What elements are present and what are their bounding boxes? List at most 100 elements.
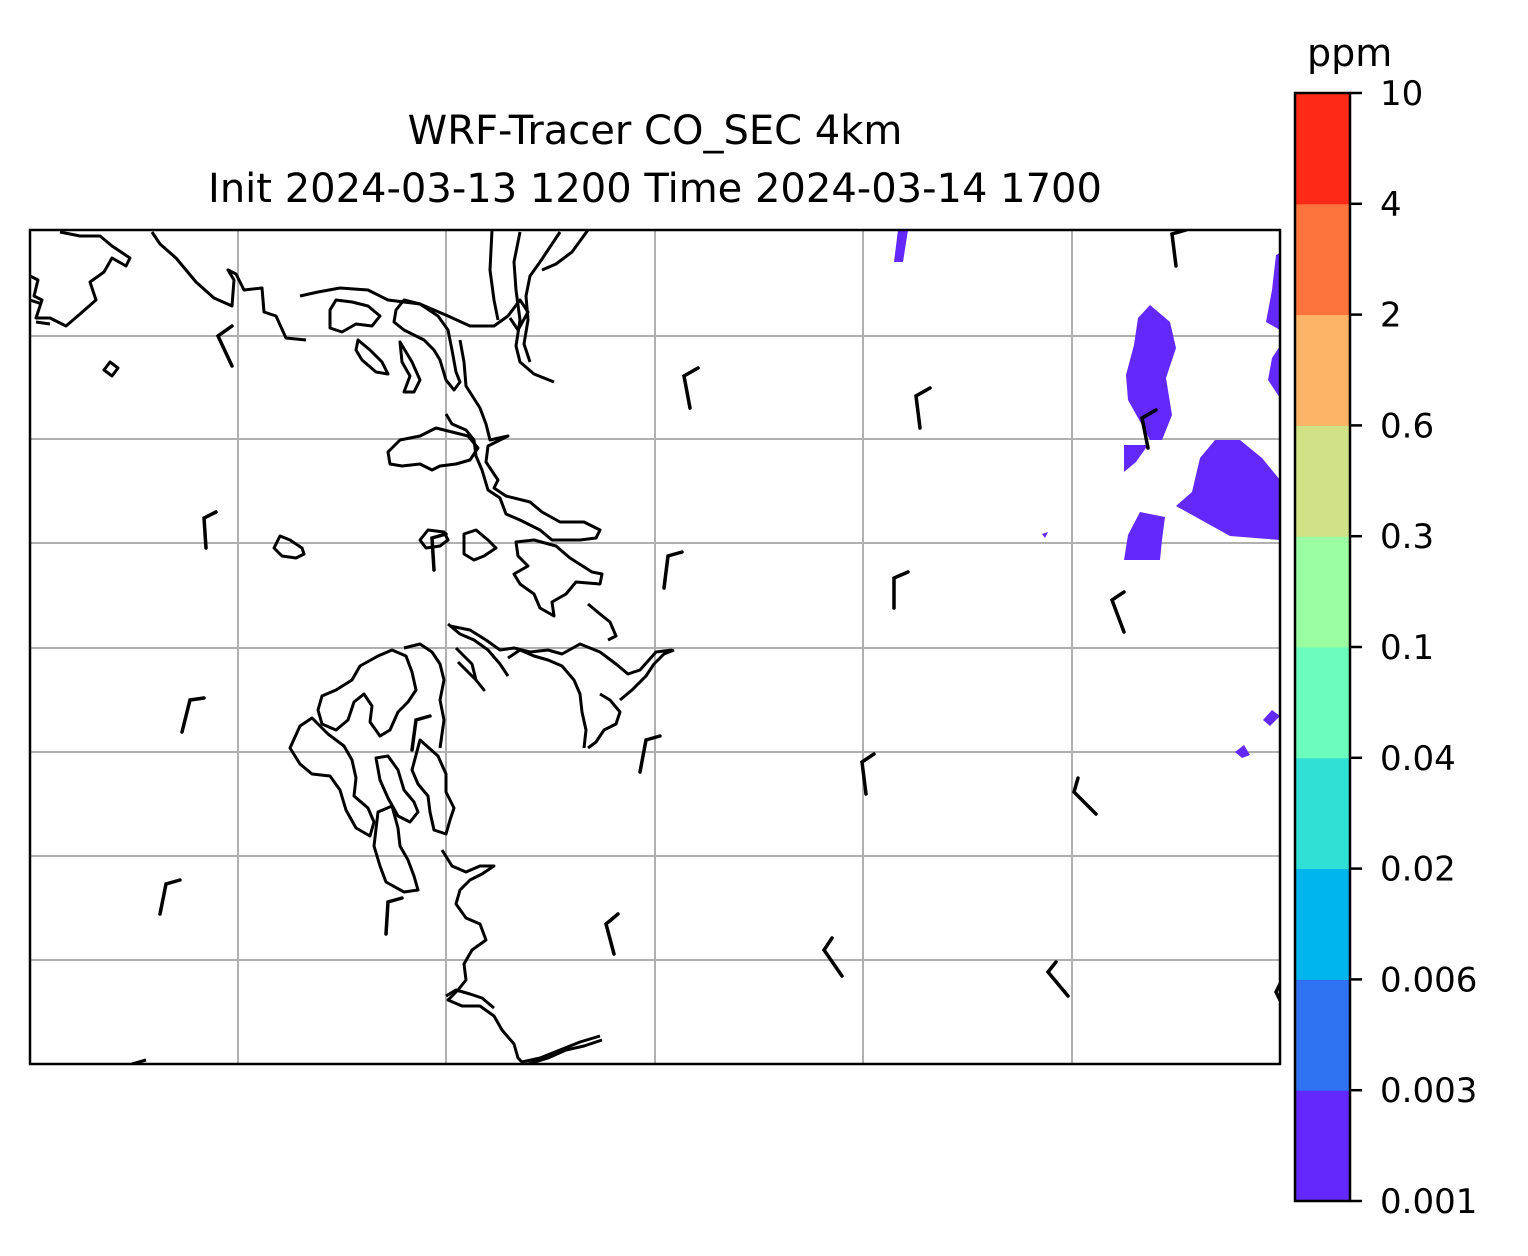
wind-barb [158, 878, 182, 916]
coastline [527, 1038, 603, 1064]
colorbar-segment [1295, 1090, 1350, 1202]
wind-barb [638, 734, 662, 774]
coastline [35, 320, 51, 326]
coastline [418, 528, 450, 550]
tracer-patch [1126, 305, 1176, 440]
wind-barb [604, 912, 620, 956]
colorbar-tick-label: 0.006 [1380, 960, 1477, 1000]
wind-barb [180, 696, 206, 734]
coastline [374, 754, 420, 824]
tracer-patch [1235, 745, 1250, 758]
coastline [447, 622, 510, 677]
coastline [392, 298, 462, 392]
colorbar-tick-label: 2 [1380, 296, 1402, 336]
colorbar-segment [1295, 203, 1350, 316]
tracer-fill [894, 230, 1280, 758]
coastline [403, 642, 446, 749]
wind-barb [1170, 230, 1188, 268]
coastline [386, 426, 480, 472]
coastline [619, 648, 675, 702]
colorbar-tick-label: 0.04 [1380, 739, 1456, 779]
tracer-patch [1266, 253, 1280, 330]
coastline [150, 231, 307, 342]
coastline [440, 849, 526, 1064]
wind-barb [1140, 408, 1158, 450]
coastline [288, 716, 376, 838]
wind-barb [202, 510, 218, 550]
colorbar-segment [1295, 425, 1350, 537]
coastline [30, 298, 43, 306]
colorbar-tick-label: 0.6 [1380, 406, 1434, 446]
wind-barb [682, 366, 700, 410]
colorbar-tick-label: 0.02 [1380, 850, 1456, 890]
wind-barb [430, 532, 448, 572]
coastline [272, 534, 306, 560]
map-frame [28, 228, 1282, 1066]
coastline [30, 230, 132, 328]
tracer-patch [1263, 710, 1280, 726]
gridlines [30, 230, 1280, 1064]
coastline [372, 804, 420, 894]
colorbar-segment [1295, 93, 1350, 205]
coastline [587, 602, 618, 642]
coastline [449, 624, 673, 676]
coastline [512, 231, 555, 384]
colorbar-segment [1295, 536, 1350, 648]
colorbar-tick-label: 0.3 [1380, 517, 1434, 557]
coastline [316, 648, 418, 738]
plot-title-line2: Init 2024-03-13 1200 Time 2024-03-14 170… [208, 166, 1102, 212]
tracer-patch [1268, 346, 1280, 398]
wind-barb [892, 570, 910, 610]
coastline [521, 1034, 601, 1064]
tracer-patch [1124, 512, 1165, 560]
wind-barb [215, 324, 234, 368]
colorbar-segment [1295, 757, 1350, 870]
plot-title-line1: WRF-Tracer CO_SEC 4km [407, 108, 903, 154]
wind-barb [1045, 960, 1070, 998]
wind-barb [821, 936, 844, 978]
wind-barb [1072, 776, 1098, 816]
colorbar-segments [1295, 93, 1350, 1202]
colorbar-segment [1295, 314, 1350, 426]
wind-barb [1109, 590, 1126, 634]
coastline [328, 298, 382, 334]
tracer-patch [1176, 440, 1280, 540]
wind-barb [384, 896, 404, 936]
coastline [444, 339, 602, 542]
colorbar-tick-label: 10 [1380, 74, 1423, 114]
colorbar-ticks: 0.001 0.003 0.006 0.02 0.04 0.1 0.3 0.6 2 4 10 [1350, 74, 1477, 1222]
wind-barbs [158, 230, 1280, 1002]
colorbar-tick-label: 0.001 [1380, 1182, 1477, 1222]
wind-barb [662, 550, 684, 590]
wind-barb [410, 714, 432, 752]
wind-barb [1274, 982, 1280, 1002]
tracer-patch [1042, 532, 1048, 538]
colorbar-tick-label: 4 [1380, 185, 1402, 225]
colorbar-tick-label: 0.003 [1380, 1071, 1477, 1111]
colorbar-segment [1295, 868, 1350, 980]
coastline [102, 360, 120, 378]
tracer-patch [894, 230, 908, 262]
coastline [541, 230, 590, 272]
coastline [354, 338, 390, 376]
coastline [512, 538, 604, 618]
coastline [445, 988, 495, 1010]
colorbar-segment [1295, 979, 1350, 1091]
wind-barb [914, 386, 932, 430]
colorbar-segment [1295, 647, 1350, 759]
coastline [462, 528, 498, 562]
coastline [587, 692, 622, 750]
coastlines [30, 230, 675, 1064]
coastline [398, 340, 422, 394]
coastline [454, 646, 486, 692]
wind-barb [860, 752, 876, 796]
colorbar-tick-label: 0.1 [1380, 628, 1434, 668]
tracer-patch [1124, 445, 1148, 472]
coastline [488, 230, 500, 321]
colorbar-unit-label: ppm [1307, 31, 1393, 75]
coastline [410, 738, 456, 836]
coastline [522, 231, 562, 363]
coastline [507, 648, 588, 749]
